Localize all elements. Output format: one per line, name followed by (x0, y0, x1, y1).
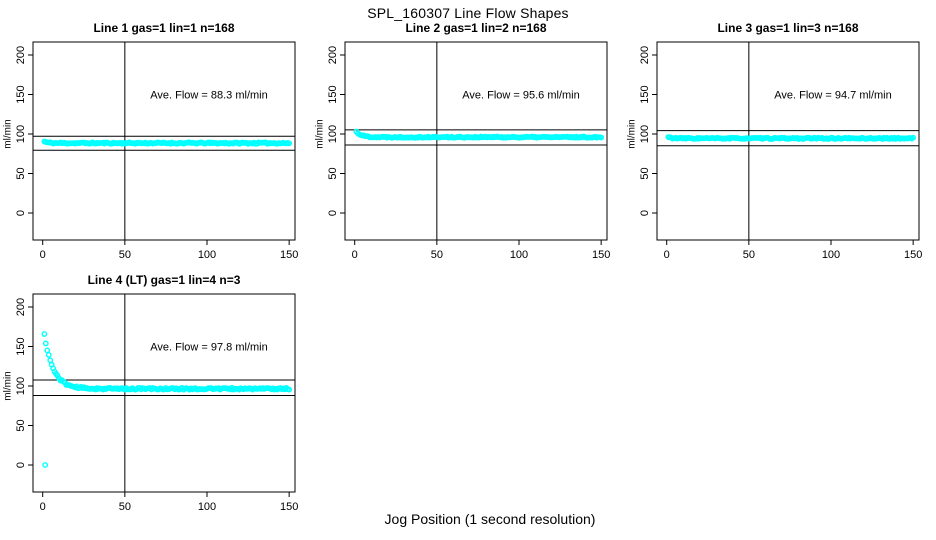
y-tick-label: 100 (639, 125, 651, 143)
x-tick-label: 150 (592, 249, 610, 261)
data-point (47, 357, 54, 364)
y-axis-label: ml/min (315, 119, 326, 148)
data-points (41, 331, 293, 468)
y-tick-label: 50 (15, 419, 27, 431)
outlier-point (42, 462, 49, 468)
y-axis-label: ml/min (3, 371, 14, 400)
x-tick-label: 100 (198, 501, 216, 513)
x-tick-label: 150 (904, 249, 922, 261)
panel-line1-plot: Line 1 gas=1 lin=1 n=168 0 50 100 150 0 50 100 1… (3, 21, 299, 261)
annotation-ave-flow: Ave. Flow = 94.7 ml/min (774, 90, 891, 102)
panel-line4-plot: Line 4 (LT) gas=1 lin=4 n=3 0 50 100 150 0 50 1… (3, 273, 299, 513)
y-tick-label: 150 (327, 85, 339, 103)
y-tick-label: 150 (15, 337, 27, 355)
data-points (353, 128, 605, 141)
data-points (41, 138, 293, 147)
y-axis-label: ml/min (627, 119, 638, 148)
x-tick-label: 0 (664, 249, 670, 261)
y-tick-label: 100 (15, 377, 27, 395)
x-tick-label: 50 (743, 249, 755, 261)
y-tick-label: 50 (15, 167, 27, 179)
panel-title: Line 2 gas=1 lin=2 n=168 (405, 21, 546, 35)
data-point (44, 347, 51, 354)
x-tick-label: 50 (119, 501, 131, 513)
data-point (45, 352, 52, 358)
main-title: SPL_160307 Line Flow Shapes (367, 5, 569, 21)
data-point (42, 340, 49, 347)
annotation-ave-flow: Ave. Flow = 88.3 ml/min (150, 90, 267, 102)
plot-box (656, 41, 920, 241)
x-tick-label: 0 (40, 249, 46, 261)
y-tick-label: 50 (327, 167, 339, 179)
y-tick-label: 200 (15, 298, 27, 316)
x-tick-label: 0 (40, 501, 46, 513)
data-point (41, 331, 48, 337)
x-tick-label: 50 (119, 249, 131, 261)
y-axis-label: ml/min (3, 119, 14, 148)
y-tick-label: 50 (639, 167, 651, 179)
x-tick-label: 0 (352, 249, 358, 261)
x-tick-label: 150 (280, 249, 298, 261)
x-tick-label: 100 (198, 249, 216, 261)
x-tick-label: 100 (822, 249, 840, 261)
x-tick-label: 50 (431, 249, 443, 261)
x-tick-label: 100 (510, 249, 528, 261)
panel-title: Line 3 gas=1 lin=3 n=168 (717, 21, 858, 35)
panel-title: Line 1 gas=1 lin=1 n=168 (93, 21, 234, 35)
y-tick-label: 100 (15, 125, 27, 143)
annotation-ave-flow: Ave. Flow = 95.6 ml/min (462, 90, 579, 102)
data-point (286, 386, 293, 393)
data-point (286, 140, 293, 147)
y-tick-label: 100 (327, 125, 339, 143)
panel-line3-plot: Line 3 gas=1 lin=3 n=168 0 50 100 150 0 50 100 1… (627, 21, 923, 261)
y-tick-label: 150 (639, 85, 651, 103)
y-tick-label: 0 (639, 210, 651, 216)
panel-title: Line 4 (LT) gas=1 lin=4 n=3 (88, 273, 241, 287)
annotation-ave-flow: Ave. Flow = 97.8 ml/min (150, 342, 267, 354)
data-points (665, 134, 917, 142)
plot-box (344, 41, 608, 241)
data-point (598, 134, 605, 141)
x-tick-label: 150 (280, 501, 298, 513)
y-tick-label: 200 (15, 46, 27, 64)
y-tick-label: 200 (327, 46, 339, 64)
plot-box (32, 41, 296, 241)
y-tick-label: 200 (639, 46, 651, 64)
plot-box (32, 293, 296, 493)
panel-line2-plot: Line 2 gas=1 lin=2 n=168 0 50 100 150 0 50 100 1… (315, 21, 611, 261)
y-tick-label: 0 (15, 210, 27, 216)
y-tick-label: 0 (327, 210, 339, 216)
data-point (910, 134, 917, 141)
y-tick-label: 0 (15, 462, 27, 468)
x-axis-label: Jog Position (1 second resolution) (384, 511, 596, 527)
y-tick-label: 150 (15, 85, 27, 103)
